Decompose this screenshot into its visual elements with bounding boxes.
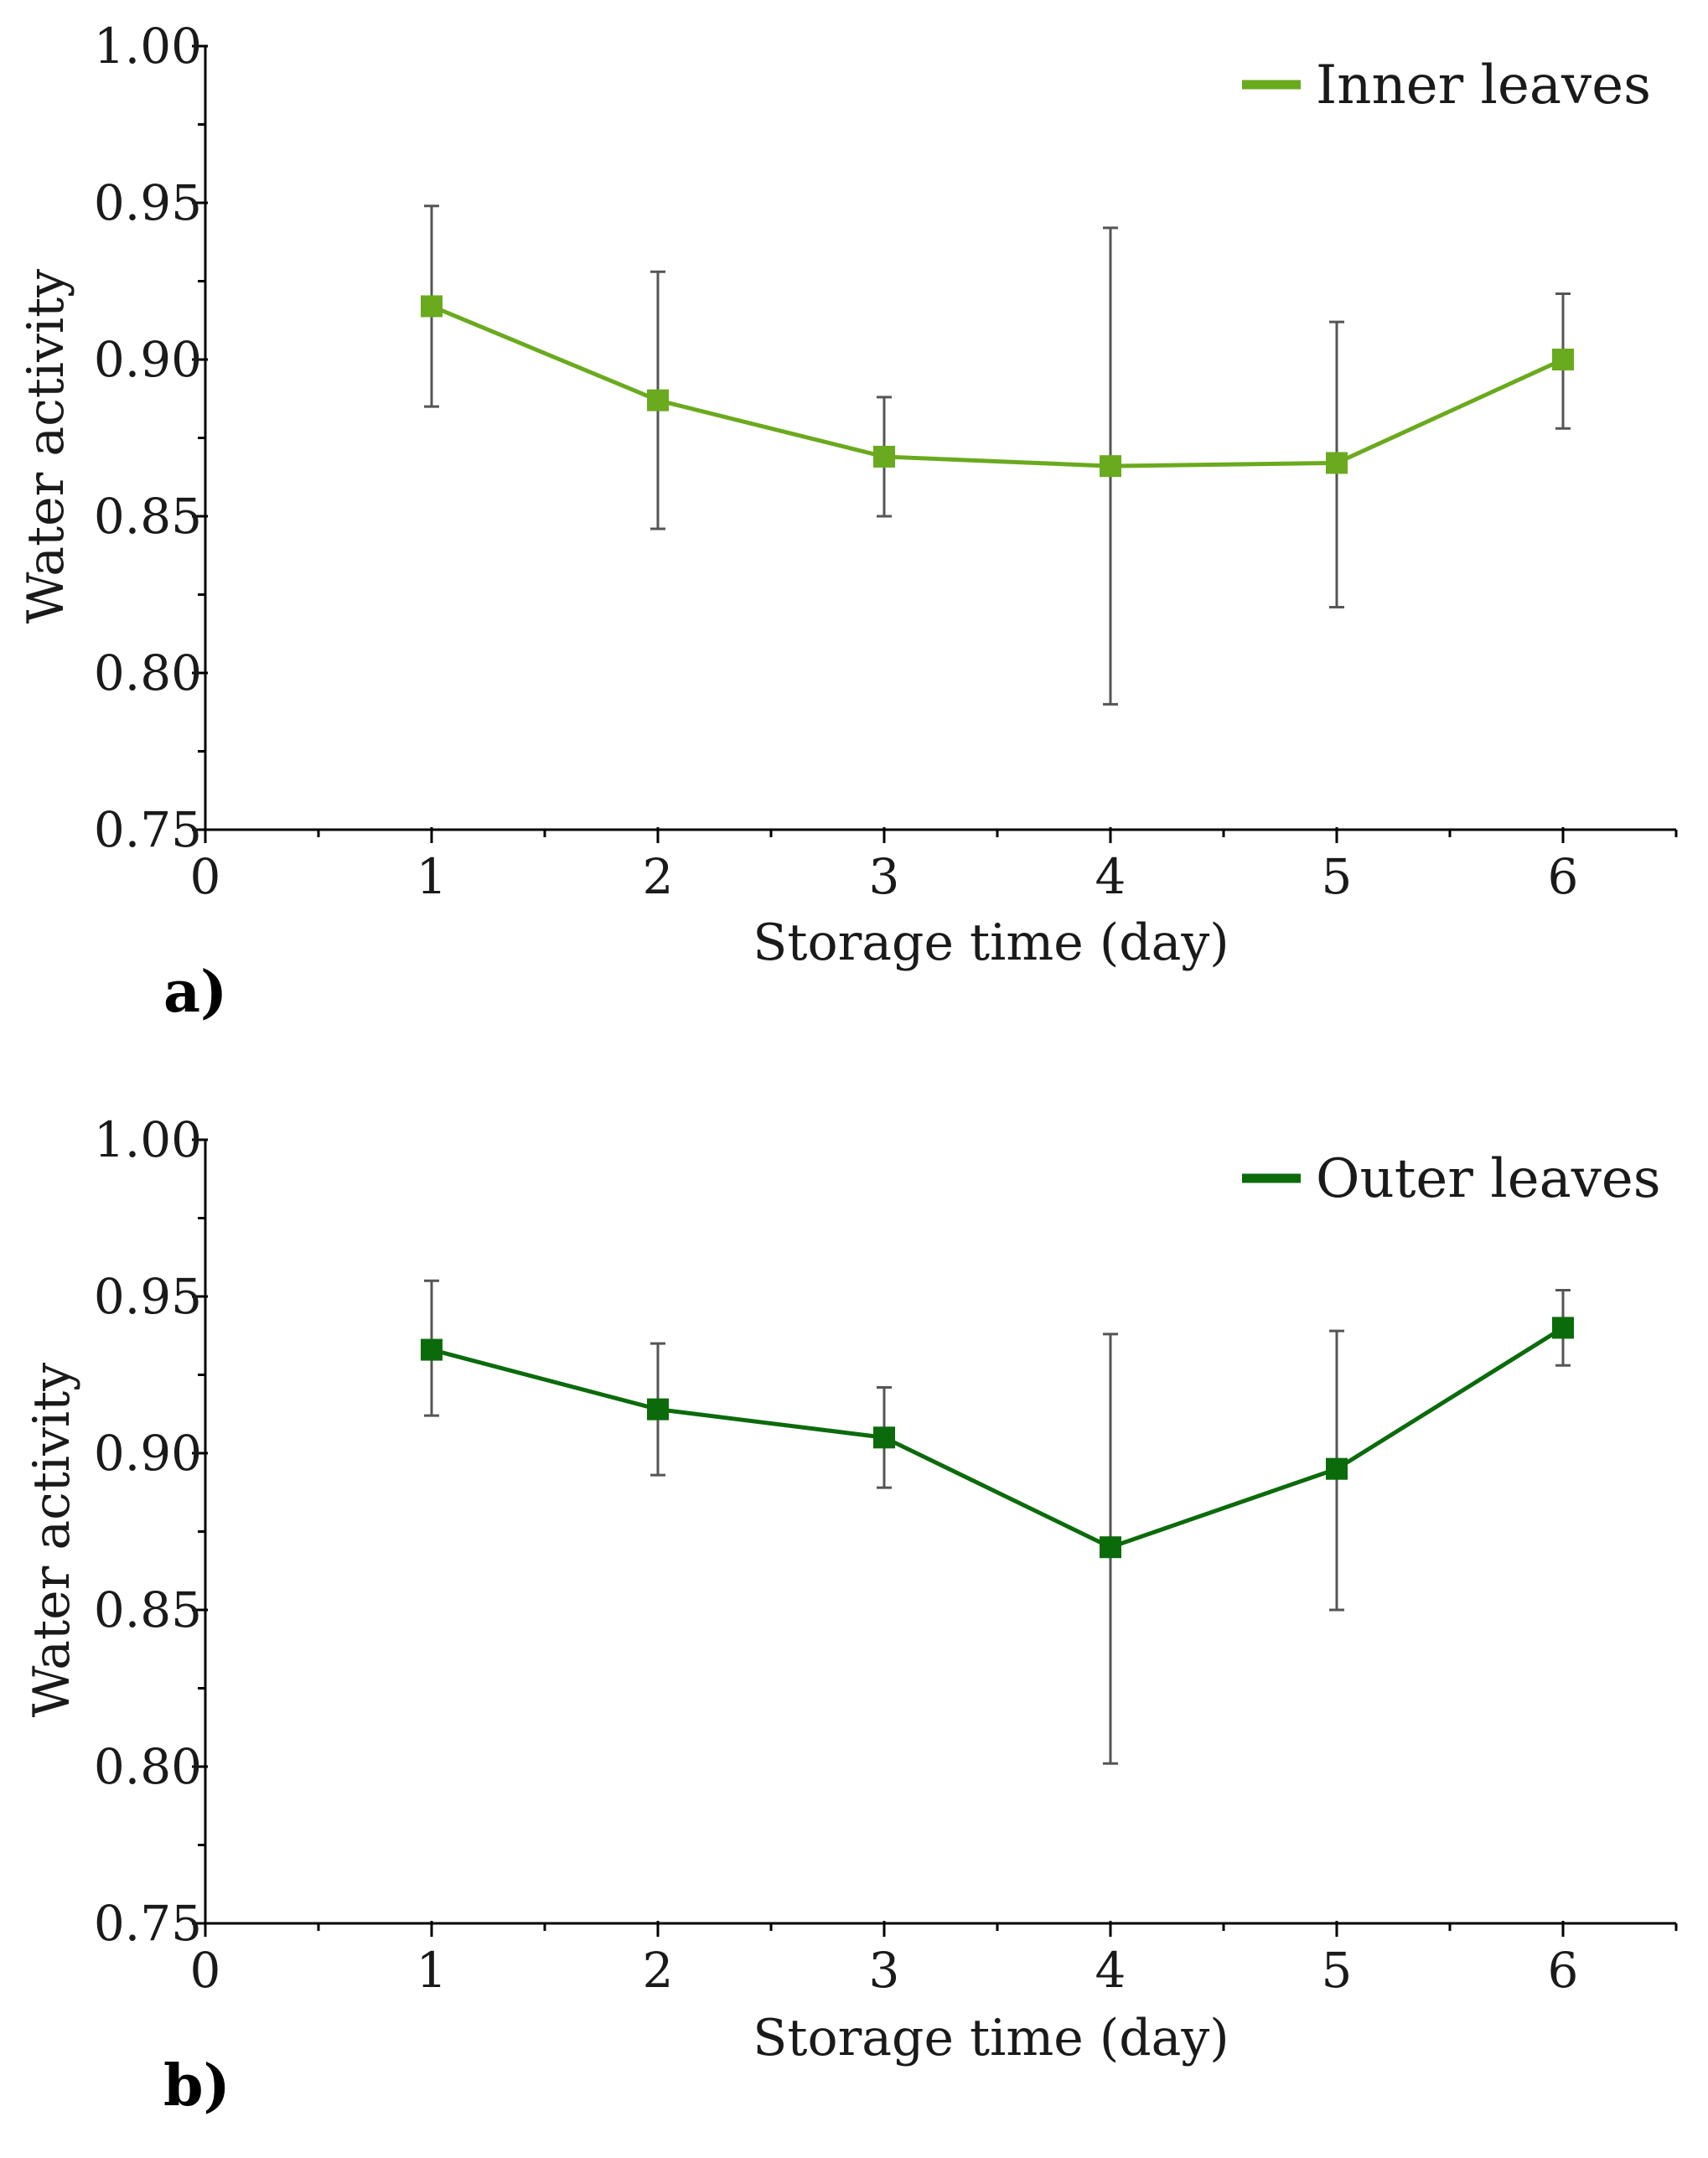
data-point xyxy=(873,445,895,468)
series-line xyxy=(431,304,1565,468)
x-tick-label: 1 xyxy=(417,848,448,905)
data-point xyxy=(1100,1536,1121,1559)
x-tick-label: 5 xyxy=(1322,1942,1353,1999)
data-point xyxy=(873,1426,895,1449)
x-tick-label: 0 xyxy=(190,848,221,905)
data-point xyxy=(1552,349,1574,370)
y-tick-label: 0.85 xyxy=(94,1581,202,1638)
x-tick-label: 4 xyxy=(1095,1942,1126,1999)
data-point xyxy=(421,295,443,318)
legend-label: Inner leaves xyxy=(1316,54,1651,116)
x-tick-label: 5 xyxy=(1322,848,1353,905)
data-point xyxy=(1326,1457,1348,1480)
data-point xyxy=(1552,1317,1574,1339)
panel-label: a) xyxy=(163,959,227,1026)
data-point xyxy=(647,389,669,411)
x-axis-title: Storage time (day) xyxy=(753,2009,1229,2067)
y-tick-label: 1.00 xyxy=(94,18,202,75)
y-tick-label: 0.90 xyxy=(94,331,202,388)
y-tick-label: 0.85 xyxy=(94,488,202,545)
x-tick-label: 1 xyxy=(417,1942,448,1999)
y-tick-label: 0.75 xyxy=(94,1895,202,1952)
x-tick-label: 6 xyxy=(1548,1942,1579,1999)
y-axis-title: Water activity xyxy=(23,1363,81,1717)
y-tick-label: 0.80 xyxy=(94,644,202,701)
data-point xyxy=(1100,455,1121,478)
x-tick-label: 3 xyxy=(869,1942,900,1999)
data-point xyxy=(421,1338,443,1361)
x-tick-label: 2 xyxy=(643,1942,674,1999)
panel-label: b) xyxy=(163,2052,230,2119)
y-tick-label: 0.95 xyxy=(94,174,202,231)
chart-panel-2: 0.75 0.80 0.85 0.90 0.95 1.00 0 1 2 3 4 5 6 Storage t… xyxy=(23,1111,1678,2119)
y-tick-label: 0.80 xyxy=(94,1738,202,1795)
y-axis-title: Water activity xyxy=(17,269,75,624)
x-tick-label: 0 xyxy=(190,1942,221,1999)
y-tick-label: 1.00 xyxy=(94,1111,202,1168)
x-tick-label: 3 xyxy=(869,848,900,905)
x-axis-title: Storage time (day) xyxy=(753,913,1229,972)
chart-panel-1: 0.75 0.80 0.85 0.90 0.95 1.00 0 1 2 3 4 5 6 Storage t… xyxy=(17,18,1678,1026)
y-tick-label: 0.75 xyxy=(94,801,202,858)
y-tick-label: 0.90 xyxy=(94,1425,202,1482)
y-tick-label: 0.95 xyxy=(94,1268,202,1325)
x-tick-label: 6 xyxy=(1548,848,1579,905)
data-point xyxy=(1326,452,1348,474)
x-tick-label: 2 xyxy=(643,848,674,905)
x-tick-label: 4 xyxy=(1095,848,1126,905)
data-point xyxy=(647,1398,669,1421)
legend-label: Outer leaves xyxy=(1316,1148,1661,1210)
series-line xyxy=(431,1326,1565,1550)
